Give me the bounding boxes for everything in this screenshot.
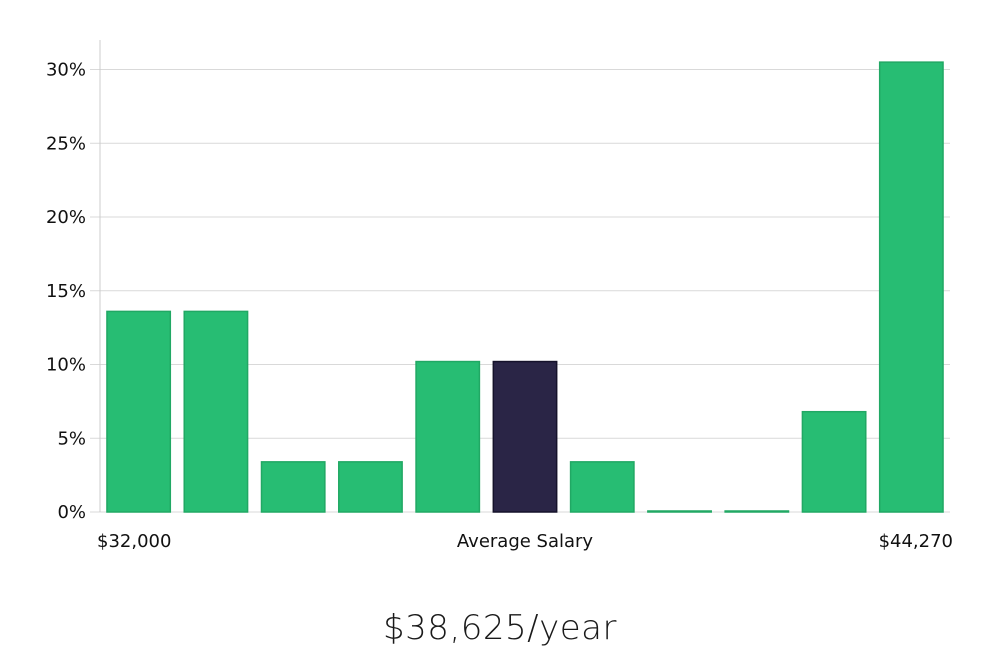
bar [260, 461, 326, 513]
x-label-min: $32,000 [97, 531, 171, 552]
y-tick-label: 30% [46, 60, 86, 81]
y-tick-label: 5% [57, 428, 86, 449]
bar [183, 310, 249, 513]
average-salary-summary: $38,625/year [383, 608, 617, 648]
bar-average-salary [492, 360, 558, 513]
bar [106, 310, 172, 513]
salary-distribution-chart: 0% 5% 10% 15% 20% 25% 30% $32,000 Average Sala… [46, 40, 953, 552]
x-label-average: Average Salary [457, 531, 594, 552]
x-label-max: $44,270 [879, 531, 953, 552]
bars [106, 61, 944, 513]
y-tick-label: 10% [46, 355, 86, 376]
y-tick-label: 20% [46, 207, 86, 228]
bar [878, 61, 944, 513]
bar [415, 360, 481, 513]
bar [569, 461, 635, 513]
x-labels: $32,000 Average Salary $44,270 [97, 531, 953, 552]
bar [338, 461, 403, 513]
bar [647, 510, 712, 513]
y-tick-label: 15% [46, 281, 86, 302]
y-tick-labels: 0% 5% 10% 15% 20% 25% 30% [46, 60, 86, 524]
bar [801, 410, 867, 513]
bar [724, 510, 790, 513]
y-tick-label: 0% [57, 502, 86, 523]
y-tick-label: 25% [46, 133, 86, 154]
